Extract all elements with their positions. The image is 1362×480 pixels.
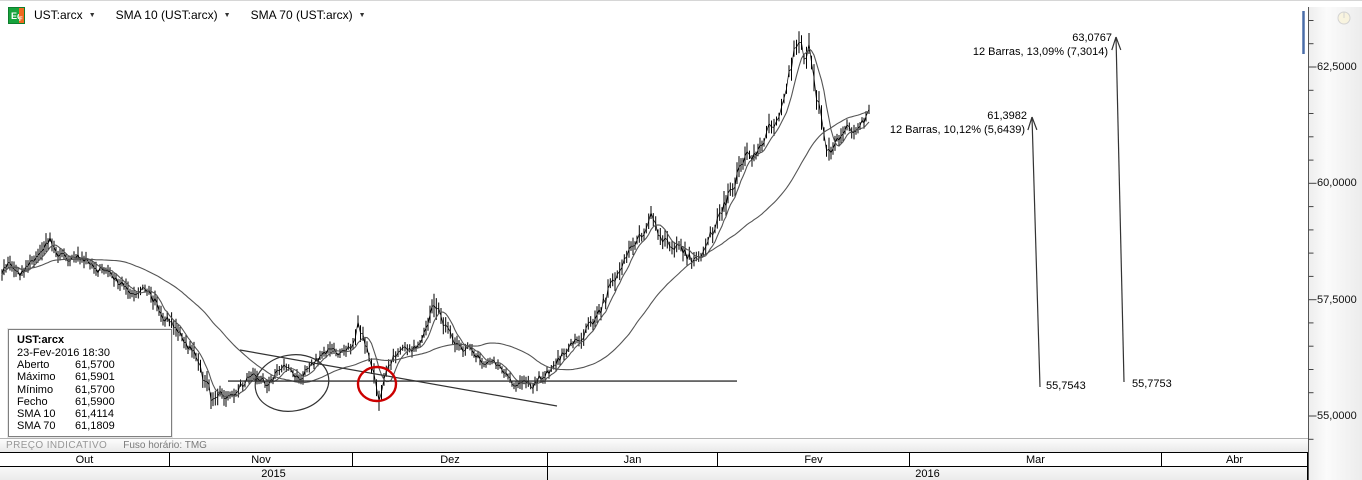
- status-bar: PREÇO INDICATIVO Fuso horário: TMG: [0, 438, 1308, 452]
- instrument-label: UST:arcx: [34, 8, 83, 22]
- y-axis-strip[interactable]: [1308, 7, 1362, 480]
- tooltip-row: Fecho 61,5900: [17, 395, 115, 408]
- x-axis-year-band: 2015 2016: [0, 467, 1308, 480]
- tooltip-datetime: 23-Fev-2016 18:30: [17, 347, 110, 359]
- sma10-label: SMA 10 (UST:arcx): [115, 8, 218, 22]
- base-price-mid[interactable]: 55,7543: [1046, 380, 1086, 392]
- month-cell: Jan: [548, 453, 718, 466]
- month-cell: Nov: [170, 453, 353, 466]
- target-price-top[interactable]: 63,0767: [1072, 32, 1112, 44]
- tooltip-row: SMA 10 61,4114: [17, 408, 114, 421]
- y-axis-tick-label: 57,5000: [1317, 294, 1357, 306]
- measure-arrow-top[interactable]: [1111, 36, 1125, 383]
- chevron-down-icon[interactable]: ▼: [223, 12, 231, 19]
- year-cell: 2015: [0, 467, 548, 480]
- equity-instrument-icon: Eq F: [8, 6, 25, 24]
- toolbar: Eq F UST:arcx ▼ SMA 10 (UST:arcx) ▼ SMA …: [0, 1, 386, 29]
- measure-note-mid[interactable]: 12 Barras, 10,12% (5,6439): [889, 124, 1025, 136]
- sma-10-line[interactable]: [1, 47, 870, 398]
- equity-icon-stripe: F: [19, 7, 24, 23]
- base-price-top[interactable]: 55,7753: [1132, 378, 1172, 390]
- tooltip-row: Aberto 61,5700: [17, 359, 115, 372]
- equity-icon-text: Eq: [11, 10, 23, 21]
- month-cell: Abr: [1162, 453, 1308, 466]
- indicative-price-label: PREÇO INDICATIVO: [6, 440, 108, 451]
- quote-tooltip: UST:arcx 23-Fev-2016 18:30 Aberto 61,5700…: [8, 329, 172, 438]
- instrument-dropdown[interactable]: UST:arcx ▼: [34, 8, 96, 22]
- sma-70-line[interactable]: [1, 110, 870, 384]
- timezone-label: Fuso horário: TMG: [123, 440, 207, 451]
- chevron-down-icon[interactable]: ▼: [88, 12, 96, 19]
- sma70-label: SMA 70 (UST:arcx): [250, 8, 353, 22]
- measure-note-top[interactable]: 12 Barras, 13,09% (7,3014): [972, 46, 1108, 58]
- month-cell: Out: [0, 453, 170, 466]
- month-cell: Dez: [353, 453, 548, 466]
- measure-arrow-mid[interactable]: [1027, 116, 1041, 388]
- price-series[interactable]: [1, 31, 870, 411]
- year-cell: 2016: [548, 467, 1308, 480]
- y-axis-tick-label: 62,5000: [1317, 61, 1357, 73]
- y-axis-tick-label: 60,0000: [1317, 177, 1357, 189]
- month-cell: Mar: [910, 453, 1162, 466]
- red-circle-annotation[interactable]: [356, 365, 398, 403]
- x-axis-month-band: Out Nov Dez Jan Fev Mar Abr: [0, 452, 1308, 467]
- y-axis-ticks: [1308, 20, 1317, 440]
- y-axis-tick-label: 55,0000: [1317, 410, 1357, 422]
- tooltip-symbol: UST:arcx: [17, 334, 65, 346]
- descending-trendline[interactable]: [239, 349, 558, 407]
- sma10-dropdown[interactable]: SMA 10 (UST:arcx) ▼: [116, 8, 231, 22]
- sma70-dropdown[interactable]: SMA 70 (UST:arcx) ▼: [251, 8, 366, 22]
- tooltip-row: Mínimo 61,5700: [17, 383, 115, 396]
- target-price-mid[interactable]: 61,3982: [987, 110, 1027, 122]
- month-cell: Fev: [718, 453, 910, 466]
- ellipse-annotation[interactable]: [251, 349, 334, 417]
- chevron-down-icon[interactable]: ▼: [358, 12, 366, 19]
- tooltip-row: Máximo 61,5901: [17, 371, 115, 384]
- pie-indicator-icon: [1337, 11, 1351, 25]
- tooltip-row: SMA 70 61,1809: [17, 420, 115, 433]
